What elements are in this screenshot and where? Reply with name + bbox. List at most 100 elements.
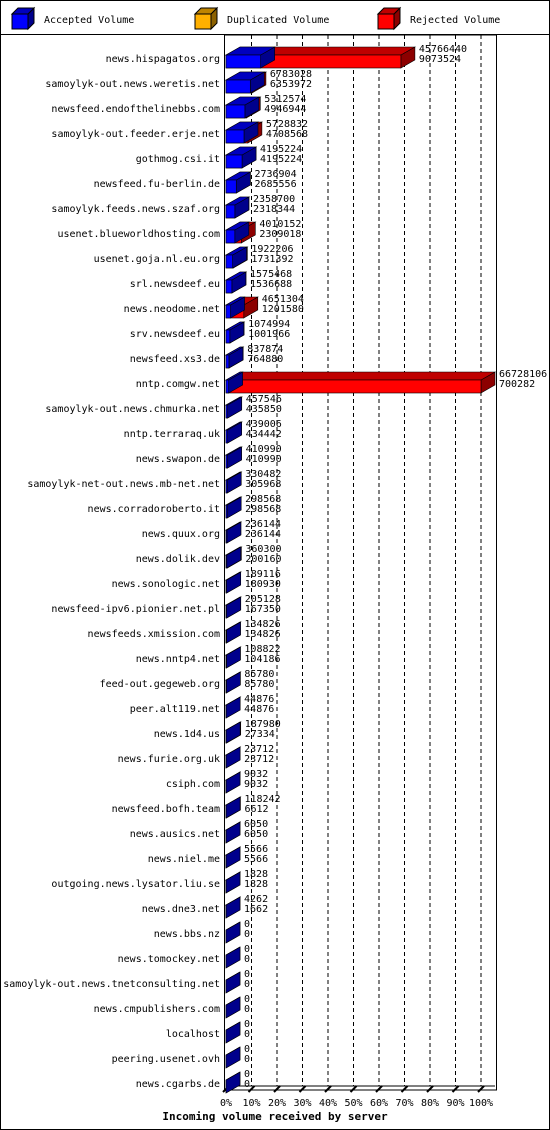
bar-top [225, 1046, 241, 1056]
legend-icon [377, 13, 395, 30]
bar-front [225, 554, 228, 569]
value-label: 360300 [245, 544, 281, 555]
value-label: 180930 [245, 579, 281, 590]
value-label: 700282 [499, 379, 535, 390]
value-label: 45766440 [419, 44, 467, 55]
y-tick-label: news.ausics.net [130, 829, 220, 840]
y-tick-label: nntp.terraraq.uk [124, 429, 220, 440]
y-tick-label: feed-out.gegeweb.org [100, 679, 220, 690]
value-label: 0 [244, 979, 250, 990]
bar [225, 1046, 241, 1069]
bar [224, 146, 258, 169]
bar [224, 746, 242, 769]
y-tick-label: samoylyk-out.news.chmurka.net [45, 404, 220, 415]
y-tick-label: peer.alt119.net [130, 704, 220, 715]
x-tick [349, 1085, 358, 1093]
value-label: 6783028 [270, 69, 312, 80]
y-tick-label: srv.newsdeef.eu [130, 329, 220, 340]
legend-icon [194, 13, 212, 30]
value-label: 764880 [247, 354, 283, 365]
y-tick-label: nntp.comgw.net [136, 379, 220, 390]
value-label: 837874 [247, 344, 283, 355]
y-tick-label: samoylyk-out.news.tnetconsulting.net [3, 979, 220, 990]
x-tick-label: 80% [421, 1098, 439, 1109]
value-label: 4262 [244, 894, 268, 905]
y-tick-label: news.cgarbs.de [136, 1079, 220, 1090]
bar [225, 996, 241, 1019]
y-tick-label: news.cmpublishers.com [94, 1004, 220, 1015]
bar [224, 196, 250, 219]
bar-front [225, 529, 228, 544]
y-tick-label: newsfeed.bofh.team [112, 804, 220, 815]
value-label: 5312574 [264, 94, 306, 105]
y-tick-label: csiph.com [166, 779, 220, 790]
value-label: 0 [244, 929, 250, 940]
value-label: 1922206 [251, 244, 293, 255]
value-label: 4010152 [259, 219, 301, 230]
bar [224, 221, 250, 244]
x-tick-label: 90% [446, 1098, 464, 1109]
value-label: 1074994 [248, 319, 290, 330]
bar-top [225, 971, 241, 981]
value-label: 410990 [246, 454, 282, 465]
bar-front [225, 79, 251, 94]
value-label: 0 [244, 1054, 250, 1065]
value-label: 6353972 [270, 79, 312, 90]
value-label: 0 [244, 954, 250, 965]
value-label: 298568 [245, 494, 281, 505]
value-label: 167350 [245, 604, 281, 615]
x-tick [273, 1085, 281, 1093]
bar [224, 871, 242, 894]
bar-top [225, 1021, 241, 1031]
bar-front [225, 254, 233, 269]
value-label: 1201580 [262, 304, 304, 315]
x-tick [375, 1085, 383, 1093]
bar-front [225, 354, 230, 369]
legend-label: Duplicated Volume [227, 15, 329, 26]
x-tick [298, 1085, 307, 1093]
value-label: 23712 [244, 754, 274, 765]
bar [224, 821, 242, 844]
y-tick-label: news.swapon.de [136, 454, 220, 465]
bar-front [225, 479, 228, 494]
chart-title: Incoming volume received by server [162, 1110, 388, 1123]
bar [224, 796, 242, 819]
bar-front [225, 304, 231, 319]
value-label: 0 [244, 969, 250, 980]
x-tick-label: 50% [344, 1098, 362, 1109]
bar-front [225, 54, 261, 69]
value-label: 2358700 [253, 194, 295, 205]
bar [224, 346, 245, 369]
value-label: 44876 [244, 704, 274, 715]
value-label: 0 [244, 1004, 250, 1015]
value-label: 205128 [245, 594, 281, 605]
value-label: 4651304 [262, 294, 304, 305]
bar-front [225, 429, 228, 444]
y-tick-label: usenet.goja.nl.eu.org [94, 254, 220, 265]
bar [224, 721, 242, 744]
value-label: 200160 [245, 554, 281, 565]
x-tick-label: 30% [293, 1098, 311, 1109]
x-tick-label: 40% [319, 1098, 337, 1109]
x-tick [426, 1085, 434, 1093]
value-label: 236144 [245, 519, 281, 530]
value-label: 9032 [244, 779, 268, 790]
value-label: 434442 [246, 429, 282, 440]
y-tick-label: news.quux.org [142, 529, 220, 540]
value-label: 0 [244, 994, 250, 1005]
y-tick-label: newsfeed.fu-berlin.de [94, 179, 220, 190]
value-label: 0 [244, 919, 250, 930]
x-tick-label: 20% [268, 1098, 286, 1109]
x-tick [247, 1085, 256, 1093]
bar-front [225, 379, 229, 394]
value-label: 66728106 [499, 369, 547, 380]
y-tick-label: outgoing.news.lysator.liu.se [51, 879, 220, 890]
y-tick-label: peering.usenet.ovh [112, 1054, 220, 1065]
x-tick-label: 0% [220, 1098, 232, 1109]
value-label: 187980 [245, 719, 281, 730]
value-label: 23712 [244, 744, 274, 755]
value-label: 189116 [245, 569, 281, 580]
value-label: 5566 [244, 844, 268, 855]
value-label: 330482 [245, 469, 281, 480]
